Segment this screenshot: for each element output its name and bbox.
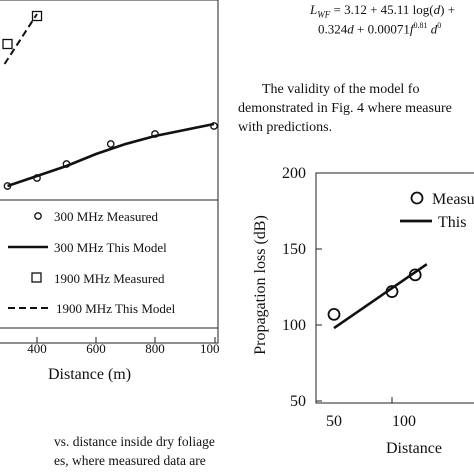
right-chart-xlabel: Distance: [386, 440, 442, 457]
right-ytick-50: 50: [290, 393, 306, 410]
legend-300-measured-marker: [34, 212, 42, 220]
legend-1900-measured-label: 1900 MHz Measured: [54, 271, 165, 286]
legend-300-measured-label: 300 MHz Measured: [54, 209, 158, 224]
legend-1900-model-label: 1900 MHz This Model: [56, 301, 176, 316]
left-legend-box: [0, 199, 219, 329]
equation-line-2: 0.324d + 0.00071f0.81 d0: [318, 21, 442, 37]
right-legend-model-label: This: [438, 214, 466, 231]
right-legend-measured-label: Measu: [432, 191, 474, 208]
left-xtick-600: 600: [86, 341, 106, 356]
legend-300-model-label: 300 MHz This Model: [54, 240, 167, 255]
right-ytick-150: 150: [282, 241, 306, 258]
right-chart-ylabel: Propagation loss (dB): [252, 215, 269, 355]
right-xtick-100: 100: [392, 413, 416, 430]
300-mhz-measured-point: [106, 140, 115, 148]
right-legend-measured-marker: [410, 191, 424, 205]
1900-mhz-this-model-line: [3, 13, 38, 65]
left-xtick-800: 800: [145, 341, 165, 356]
paragraph-line-3: with predictions.: [238, 120, 333, 135]
left-chart-xlabel: Distance (m): [48, 366, 132, 383]
left-xtick-1000: 100: [200, 341, 220, 356]
left-chart: 300 MHz Measured 300 MHz This Model 1900…: [0, 0, 220, 356]
left-chart-frame: [0, 0, 219, 344]
1900-mhz-measured-point: [31, 10, 43, 22]
caption-line-2: es, where measured data are: [54, 453, 206, 468]
right-chart-frame: [315, 172, 474, 404]
caption-line-1: vs. distance inside dry foliage: [54, 434, 215, 449]
right-ytick-100: 100: [282, 317, 306, 334]
paragraph-line-2: demonstrated in Fig. 4 where measure: [238, 101, 452, 116]
right-xtick-50: 50: [326, 413, 342, 430]
1900-mhz-measured-point: [2, 38, 13, 50]
300-mhz-this-model-line: [7, 122, 215, 188]
right-chart: Propagation loss (dB) 200 150 100 50 Mea…: [252, 165, 474, 457]
legend-1900-measured-marker: [31, 272, 42, 283]
right-ytick-200: 200: [282, 165, 306, 182]
equation-line-1: LWF = 3.12 + 45.11 log(d) +: [310, 2, 456, 20]
this-line: [333, 263, 428, 330]
paragraph-line-1: The validity of the model fo: [262, 82, 420, 97]
measu-point: [327, 307, 341, 321]
left-xtick-400: 400: [27, 341, 47, 356]
